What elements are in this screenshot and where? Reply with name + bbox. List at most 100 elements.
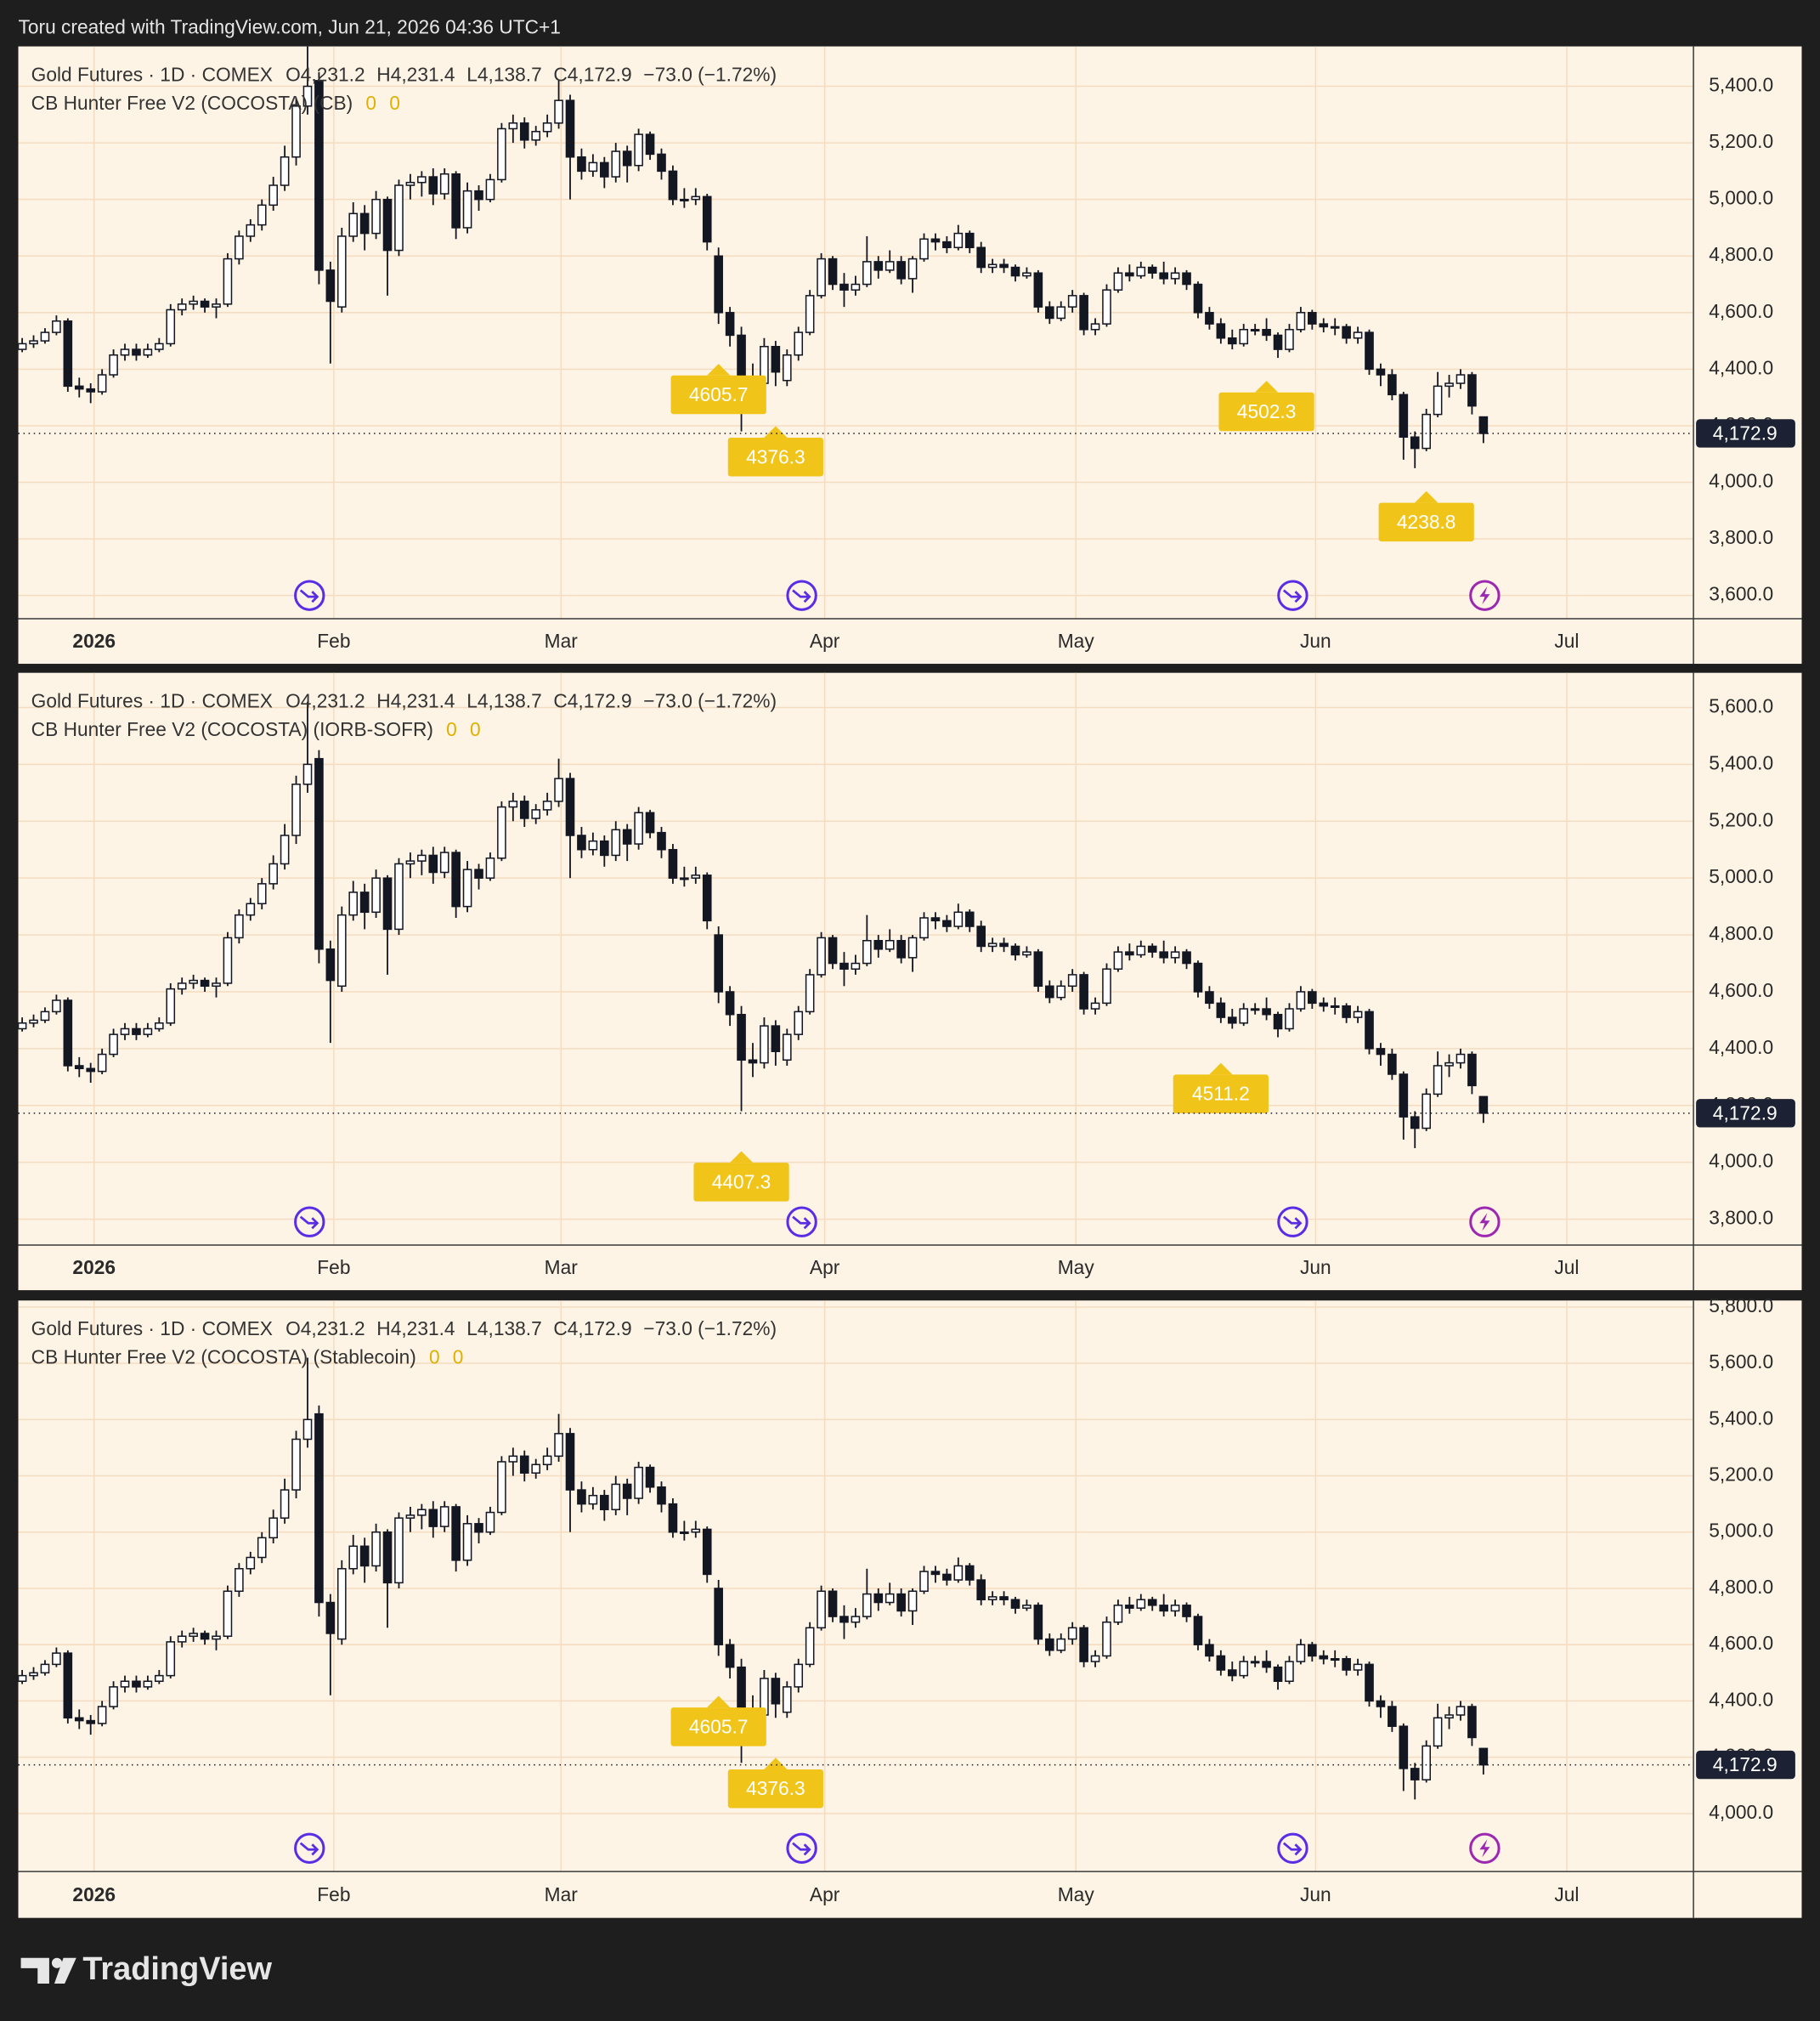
candle-body [907,258,918,280]
candle-body [474,869,483,879]
arrow-icon [1277,580,1308,611]
signal-label: 4407.3 [712,1170,772,1192]
candle-body [200,300,210,308]
last-price-label: 4,172.9 [1713,1101,1778,1124]
candle-body [166,309,176,345]
candle-body [257,204,267,226]
signal-label: 4502.3 [1237,400,1297,422]
candle-body [1467,374,1477,407]
candle-body [930,238,941,243]
candle-body [987,263,998,269]
candle-body [1478,1095,1489,1114]
candle-body [1319,323,1329,328]
candle-body [132,348,141,356]
signal-box [670,375,766,415]
candle-body [302,1418,313,1441]
candle-body [782,1686,792,1713]
candle-body [474,1523,483,1533]
arrow-glyph [792,589,811,603]
candle-body [577,1489,586,1505]
candle-body [1227,1669,1237,1677]
candle-body [1227,337,1237,345]
legend-title: Gold Futures · 1D · COMEX [31,63,273,85]
candle-body [143,1027,153,1035]
candle-body [1033,951,1043,988]
x-tick-label: Jun [1300,630,1331,652]
candle-body [359,212,370,235]
candle-body [120,348,130,356]
candle-body [268,863,278,885]
candle-body [999,263,1009,269]
legend-quote: C4,172.9 [553,63,631,85]
candle-body [1239,329,1249,345]
signal-label: 4376.3 [746,445,805,467]
candle-body [691,195,701,201]
candle-body [725,991,735,1016]
chart-panel [18,46,1802,665]
candle-body [394,1517,404,1584]
candle-body [1285,329,1294,350]
brand-logo [20,1957,76,1984]
candle-body [839,962,849,970]
x-tick-label: Feb [317,1883,350,1905]
y-tick-label: 4,000.0 [1709,1801,1773,1823]
candle-body [1159,951,1168,959]
x-tick-label: Jul [1554,630,1579,652]
candle-body [817,1590,826,1629]
candle-body [1033,272,1043,308]
signal-pointer [764,426,788,439]
y-tick-label: 4,000.0 [1709,1150,1773,1172]
legend-quote: −73.0 (−1.72%) [643,690,777,712]
candle-body [714,1588,723,1645]
candle-body [1022,272,1032,277]
candle-body [668,170,678,201]
candle-body [1319,1655,1329,1660]
arrow-glyph [792,1215,811,1230]
candle-body [291,105,301,158]
candle-body [657,831,666,851]
candle-body [485,857,495,879]
signal-pointer [729,1151,754,1163]
signal-pointer [1415,490,1438,503]
candle-body [1205,991,1214,1005]
y-tick-label: 4,800.0 [1709,922,1773,944]
candle-body [1090,323,1100,331]
candle-body [1308,312,1317,325]
candle-body [200,979,210,988]
y-tick-label: 5,400.0 [1709,74,1773,96]
candle-body [794,1010,804,1035]
candle-body [336,914,347,988]
candle-body [1102,968,1111,1005]
candle-body [1376,1048,1386,1056]
signal-pointer [764,1758,788,1769]
candle-body [885,1593,895,1604]
candle-body [1239,1661,1249,1677]
candle-body [953,1565,964,1581]
candle-body [737,334,746,382]
candle-body [212,1635,221,1640]
candle-body [1182,1605,1191,1617]
candle-body [691,1528,701,1533]
candle-body [1365,331,1374,371]
candle-body [885,940,895,950]
arrow-glyph [299,1842,319,1856]
candle-body [1079,974,1088,1010]
y-tick-label: 5,800.0 [1709,1294,1773,1316]
indicator-name: CB Hunter Free V2 (COCOSTA) (Stablecoin) [31,1345,416,1367]
candle-body [771,1025,781,1052]
legend-quote: H4,231.4 [376,690,455,712]
arrow-glyph [792,1842,811,1856]
candle-body [1102,1621,1111,1657]
candle-body [554,1433,563,1458]
candle-body [1250,1661,1260,1664]
candle-body [554,99,563,124]
y-tick-label: 5,600.0 [1709,1350,1773,1373]
y-tick-label: 4,000.0 [1709,470,1773,492]
candle-body [1056,1638,1066,1651]
candle-body [919,917,929,939]
candle-body [1399,1725,1409,1769]
candle-body [462,190,472,229]
signal-pointer [1209,1062,1233,1075]
